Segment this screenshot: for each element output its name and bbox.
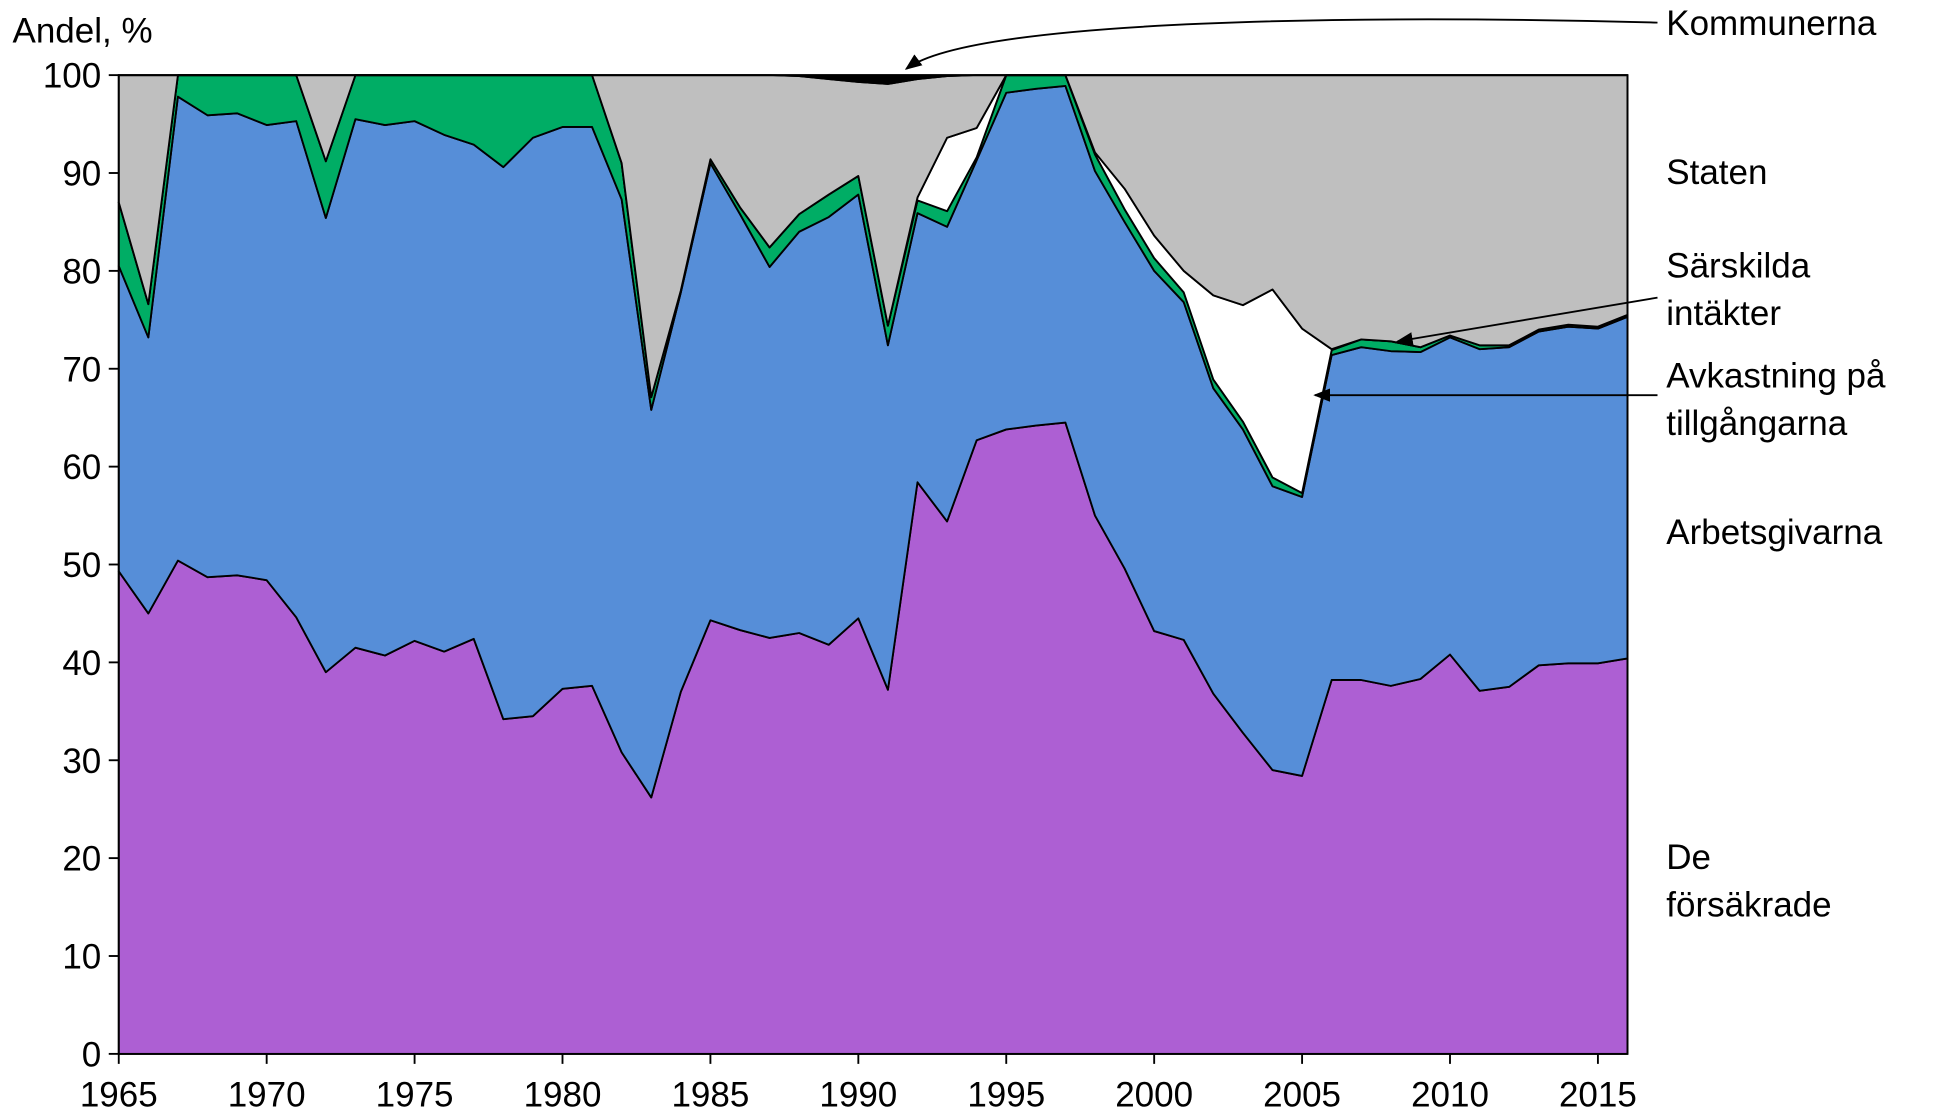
y-tick-label: 10 (62, 938, 101, 977)
y-tick-label: 0 (82, 1035, 101, 1074)
legend-label: Kommunerna (1666, 4, 1877, 43)
x-tick-label: 1995 (967, 1075, 1045, 1114)
areas (117, 74, 1629, 1055)
y-tick-label: 100 (43, 57, 101, 96)
y-tick-label: 50 (62, 546, 101, 585)
y-tick-label: 30 (62, 742, 101, 781)
x-tick-label: 2005 (1263, 1075, 1341, 1114)
x-tick-label: 1990 (819, 1075, 897, 1114)
y-tick-label: 60 (62, 448, 101, 487)
x-tick-label: 1985 (671, 1075, 749, 1114)
x-tick-label: 1970 (228, 1075, 306, 1114)
y-tick-label: 90 (62, 155, 101, 194)
y-axis-label: Andel, % (13, 12, 153, 51)
legend-label: Särskilda intäkter (1666, 247, 1820, 334)
legend-label: Avkastning på tillgångarna (1666, 357, 1895, 444)
x-tick-label: 1965 (80, 1075, 158, 1114)
y-tick-label: 20 (62, 840, 101, 879)
callout-arrow (904, 18, 1658, 70)
x-tick-label: 2000 (1115, 1075, 1193, 1114)
x-tick-label: 1975 (376, 1075, 454, 1114)
x-tick-label: 2010 (1411, 1075, 1489, 1114)
callout-arrow (1395, 296, 1658, 346)
y-tick-label: 70 (62, 350, 101, 389)
x-tick-label: 2015 (1559, 1075, 1637, 1114)
legend-label: Staten (1666, 153, 1767, 192)
legend-label: De försäkrade (1666, 838, 1831, 925)
y-tick-label: 40 (62, 644, 101, 683)
x-tick-label: 1980 (524, 1075, 602, 1114)
y-tick-label: 80 (62, 252, 101, 291)
legend-label: Arbetsgivarna (1666, 513, 1882, 552)
